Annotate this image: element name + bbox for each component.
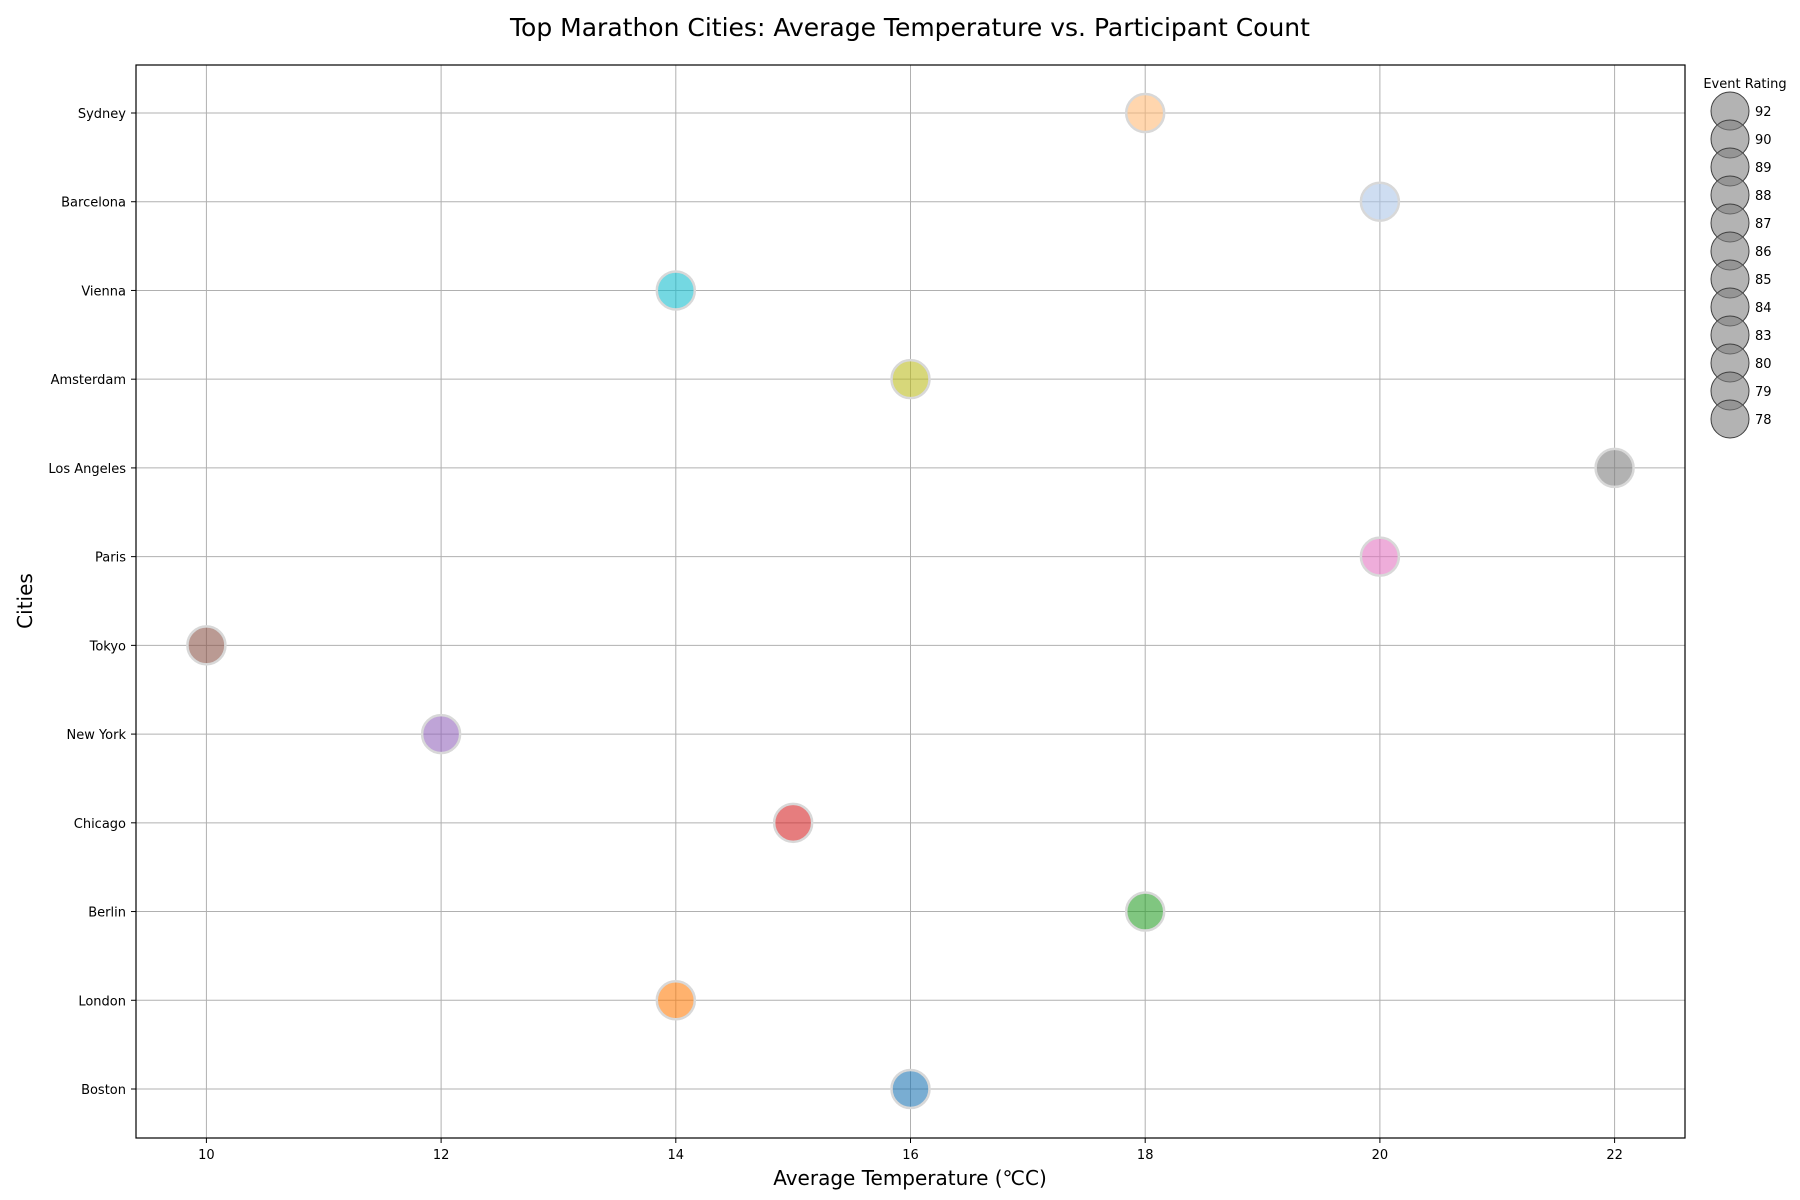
legend-label: 92 [1755,105,1772,120]
data-point-vienna[interactable] [655,270,697,311]
y-tick-label: Chicago [74,817,126,832]
legend-label: 90 [1755,133,1772,148]
legend-label: 86 [1755,245,1772,260]
y-tick-label: Los Angeles [48,462,126,477]
legend-label: 78 [1755,413,1772,428]
legend-label: 89 [1755,161,1772,176]
data-point-los-angeles[interactable] [1594,447,1635,489]
data-point-tokyo[interactable] [186,625,227,666]
legend-marker [1710,399,1750,439]
x-tick-label: 12 [433,1148,450,1163]
y-tick-label: Paris [95,551,126,566]
legend-title: Event Rating [1703,77,1786,92]
data-points [186,92,1635,1110]
legend-label: 85 [1755,273,1772,288]
y-tick-label: Sydney [78,107,126,122]
data-point-new-york[interactable] [420,713,462,755]
x-axis-ticks: 10 12 14 16 18 20 22 [198,1138,1623,1163]
data-point-boston[interactable] [890,1068,931,1110]
legend: Event Rating 92 90 89 88 87 86 85 84 83 80 79 78 [1703,77,1787,439]
data-point-sydney[interactable] [1124,92,1166,134]
y-tick-label: New York [66,728,126,743]
x-tick-label: 10 [198,1148,215,1163]
y-tick-label: Barcelona [61,196,126,211]
legend-label: 80 [1755,357,1772,372]
data-point-barcelona[interactable] [1359,181,1401,222]
data-point-berlin[interactable] [1124,891,1166,932]
data-point-paris[interactable] [1359,536,1401,577]
y-tick-label: London [78,994,126,1009]
x-tick-label: 18 [1137,1148,1154,1163]
data-point-london[interactable] [655,980,697,1021]
legend-label: 83 [1755,329,1772,344]
x-tick-label: 16 [902,1148,919,1163]
x-axis-title: Average Temperature (℃C) [773,1166,1047,1190]
y-tick-label: Tokyo [89,639,126,654]
chart-title: Top Marathon Cities: Average Temperature… [509,13,1310,42]
x-tick-label: 22 [1606,1148,1623,1163]
y-axis-ticks: Boston London Berlin Chicago New York Tokyo Pa… [48,107,136,1098]
legend-label: 88 [1755,189,1772,204]
y-tick-label: Amsterdam [51,373,126,388]
legend-label: 84 [1755,301,1772,316]
x-tick-label: 20 [1372,1148,1389,1163]
data-point-amsterdam[interactable] [890,358,931,400]
legend-label: 87 [1755,217,1772,232]
legend-label: 79 [1755,385,1772,400]
data-point-chicago[interactable] [772,802,814,844]
x-tick-label: 14 [668,1148,685,1163]
grid-lines [136,65,1685,1138]
y-tick-label: Berlin [88,906,126,921]
y-tick-label: Vienna [81,284,126,299]
y-axis-title: Cities [13,573,37,629]
y-tick-label: Boston [81,1083,126,1098]
